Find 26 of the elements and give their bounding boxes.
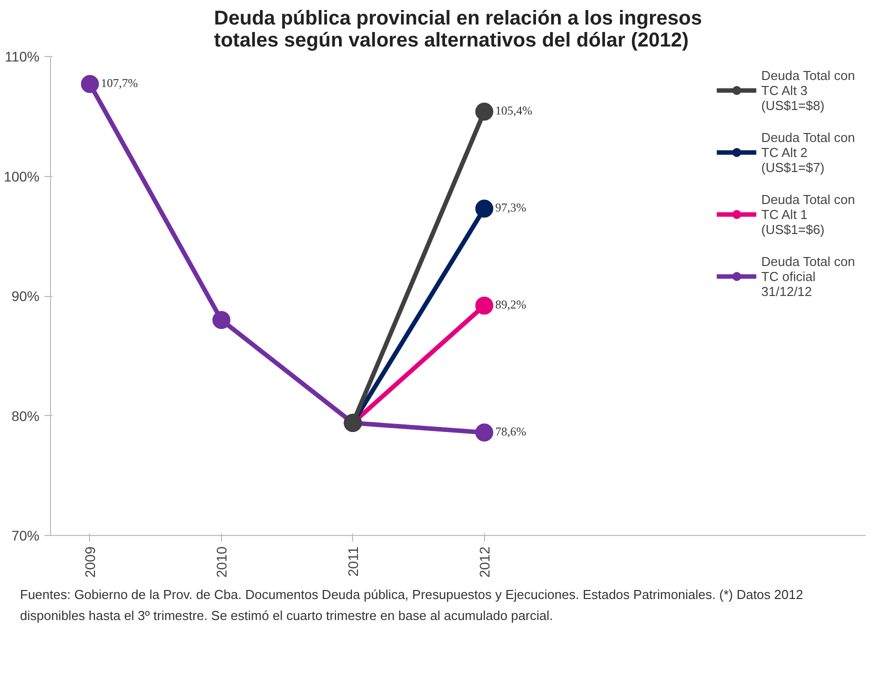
source-note: Fuentes: Gobierno de la Prov. de Cba. Documentos Deuda pública, Presupuestos y Ejecuciones. Estados Patrimoniales. (*) Datos 2012 disponibles hasta el 3º trimestre. Se estimó el cuarto trimestre en base al acumulado parcial. bbox=[20, 586, 804, 625]
x-tick-label: 2011 bbox=[344, 546, 361, 577]
y-tick-label: 70% bbox=[11, 528, 40, 544]
data-label: 89,2% bbox=[495, 298, 526, 312]
point bbox=[80, 75, 99, 94]
y-tick-label: 80% bbox=[11, 408, 40, 424]
data-label: 97,3% bbox=[495, 200, 526, 215]
x-tick-label: 2009 bbox=[82, 546, 98, 578]
point bbox=[475, 102, 494, 121]
legend-label: Deuda Total con TC Alt 2 (US$1=$7) bbox=[761, 128, 855, 176]
data-label: 78,6% bbox=[495, 424, 526, 439]
data-label: 105,4% bbox=[495, 104, 532, 118]
y-tick-label: 90% bbox=[11, 288, 40, 304]
point bbox=[475, 200, 494, 218]
x-tick-label: 2012 bbox=[476, 546, 492, 578]
y-tick-label: 100% bbox=[4, 168, 40, 184]
point bbox=[475, 296, 494, 315]
legend-label: Deuda Total con TC Alt 1 (US$1=$6) bbox=[761, 190, 855, 238]
legend-label: Deuda Total con TC Alt 3 (US$1=$8) bbox=[761, 66, 855, 114]
chart-title: Deuda pública provincial en relación a los ingresos totales según valores alternativos del dólar (2012) bbox=[214, 8, 702, 52]
point bbox=[475, 424, 494, 442]
data-label: 107,7% bbox=[100, 76, 138, 90]
legend-label: Deuda Total con TC oficial 31/12/12 bbox=[761, 252, 855, 300]
x-tick-label: 2010 bbox=[213, 546, 230, 578]
y-tick-label: 110% bbox=[4, 48, 40, 64]
point bbox=[212, 310, 230, 329]
